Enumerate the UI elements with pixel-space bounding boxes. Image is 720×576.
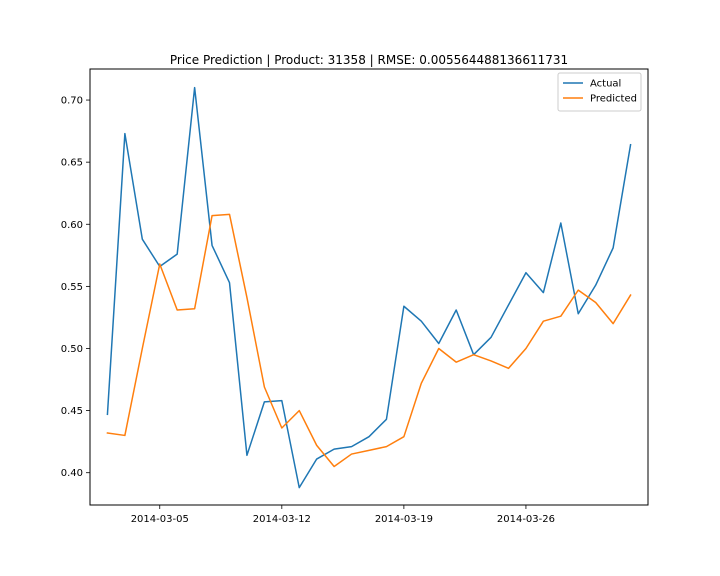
- y-tick-label: 0.45: [61, 406, 83, 417]
- y-axis: 0.40 0.45 0.50 0.55 0.60 0.65 0.70: [61, 96, 90, 479]
- y-tick-label: 0.40: [61, 468, 83, 479]
- series-line-actual: [106, 86, 632, 489]
- x-tick-label: 2014-03-19: [375, 514, 433, 525]
- x-tick-label: 2014-03-12: [253, 514, 311, 525]
- legend: Actual Predicted: [557, 72, 642, 112]
- plot-area-frame: [89, 68, 649, 506]
- x-axis: 2014-03-05 2014-03-12 2014-03-19 2014-03-26: [131, 505, 555, 525]
- legend-label-predicted: Predicted: [590, 94, 637, 105]
- y-tick-label: 0.60: [61, 220, 83, 231]
- x-tick-label: 2014-03-26: [497, 514, 555, 525]
- legend-label-actual: Actual: [590, 79, 621, 90]
- series-lines: [106, 86, 632, 489]
- y-tick-label: 0.70: [61, 96, 83, 107]
- x-tick-label: 2014-03-05: [131, 514, 189, 525]
- chart-title: Price Prediction | Product: 31358 | RMSE…: [170, 53, 568, 67]
- y-tick-label: 0.55: [61, 282, 83, 293]
- series-line-predicted: [106, 213, 632, 468]
- y-tick-label: 0.65: [61, 158, 83, 169]
- y-tick-label: 0.50: [61, 344, 83, 355]
